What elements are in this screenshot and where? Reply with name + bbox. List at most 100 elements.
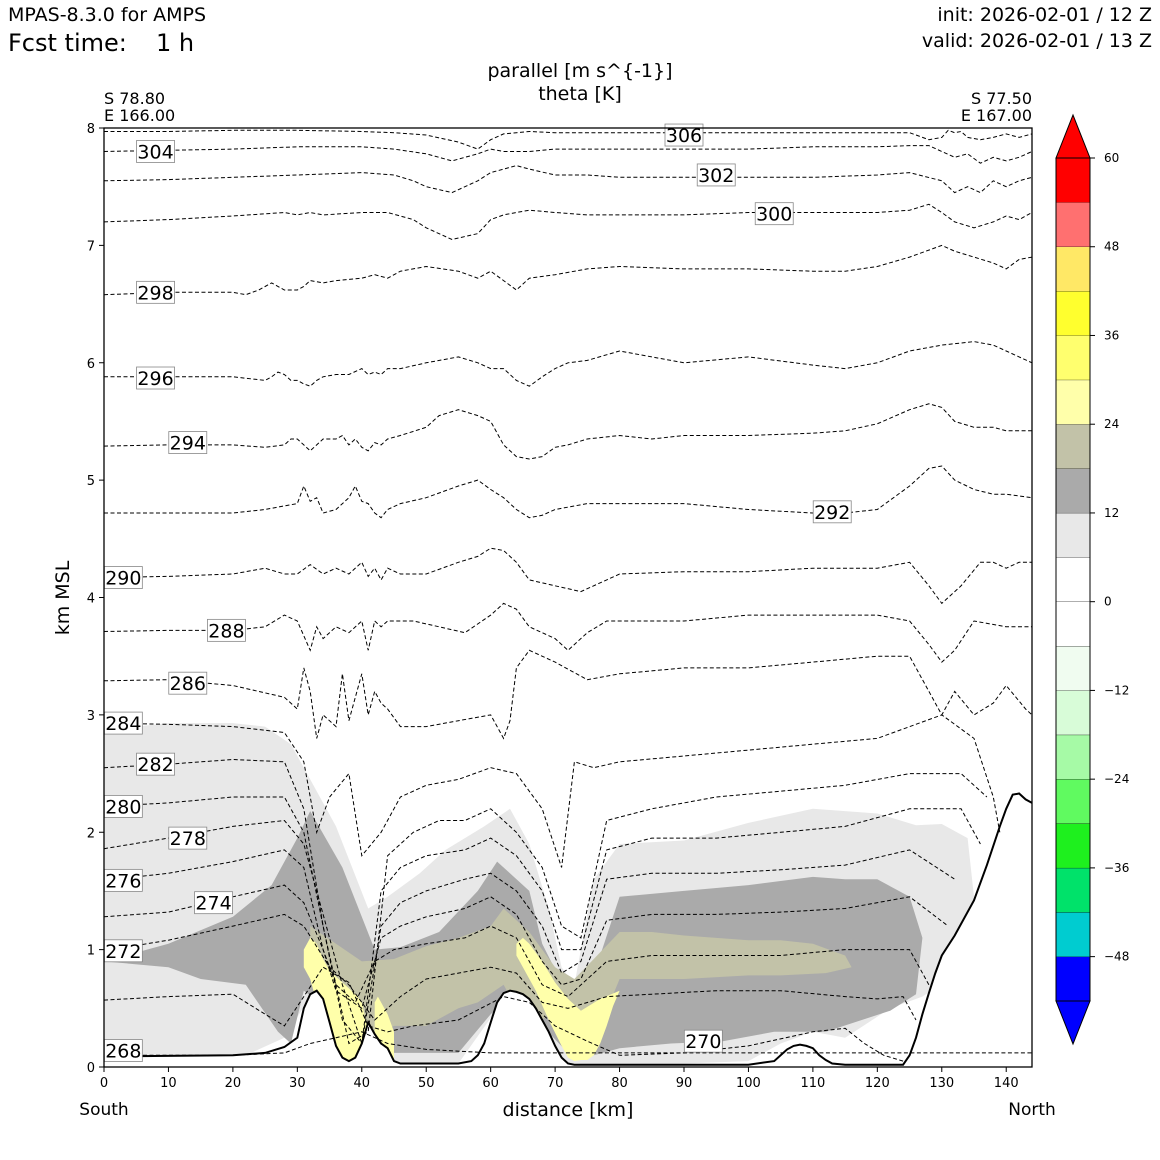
init-time: init: 2026-02-01 / 12 Z: [937, 4, 1152, 26]
colorbar-tick-label: −12: [1104, 683, 1129, 697]
theta-label-274: 274: [194, 891, 233, 915]
theta-label-294: 294: [168, 431, 208, 455]
theta-label-268: 268: [103, 1039, 143, 1063]
y-tick-label: 3: [87, 709, 95, 724]
svg-text:286: 286: [170, 673, 206, 695]
forecast-time-value: 1 h: [156, 29, 195, 57]
colorbar-over-arrow: [1055, 113, 1091, 159]
colorbar-under-arrow: [1055, 1000, 1091, 1046]
y-tick-label: 6: [87, 357, 95, 372]
theta-contour-284: [104, 714, 1001, 868]
y-tick-label: 1: [87, 944, 95, 959]
colorbar-segment: [1056, 690, 1090, 735]
colorbar-segment: [1056, 734, 1090, 780]
svg-text:276: 276: [105, 870, 141, 892]
svg-text:270: 270: [685, 1031, 721, 1053]
theta-contour-labels: 268 270 272 274 276 278 280 282 284 286 288 290 292 2…: [103, 123, 852, 1063]
x-tick-label: 40: [354, 1076, 371, 1091]
theta-contours: [104, 129, 1032, 1062]
terrain-line: [104, 792, 1032, 1066]
colorbar-segment: [1056, 646, 1090, 691]
colorbar-tick-label: 48: [1104, 240, 1119, 254]
y-axis-label: km MSL: [52, 560, 74, 636]
theta-label-286: 286: [168, 671, 208, 695]
theta-label-284: 284: [103, 711, 143, 735]
theta-contour-304: [104, 145, 1032, 164]
svg-text:272: 272: [105, 941, 141, 963]
theta-label-304: 304: [136, 140, 175, 163]
north-label: North: [1008, 1100, 1056, 1120]
theta-contour-268: [104, 1031, 1032, 1056]
theta-contour-290: [104, 547, 1032, 605]
x-tick-label: 130: [929, 1076, 954, 1091]
theta-contour-292: [104, 465, 1032, 519]
x-tick-label: 70: [547, 1076, 564, 1091]
colorbar-tick-label: −48: [1104, 950, 1129, 964]
svg-text:296: 296: [137, 368, 173, 390]
x-tick-label: 30: [289, 1076, 306, 1091]
colorbar-segment: [1056, 202, 1090, 247]
end-point-lon: E 167.00: [960, 106, 1032, 125]
theta-label-302: 302: [696, 163, 736, 187]
svg-text:274: 274: [195, 893, 231, 915]
y-tick-label: 8: [87, 122, 95, 137]
x-tick-label: 50: [418, 1076, 435, 1091]
colorbar-segment: [1056, 335, 1090, 380]
x-tick-label: 10: [160, 1076, 177, 1091]
colorbar-tick-label: 0: [1104, 595, 1112, 609]
chart-title-line1: parallel [m s^{-1}]: [487, 60, 673, 82]
start-point-lat: S 78.80: [104, 89, 166, 108]
colorbar-tick-label: −36: [1104, 861, 1129, 875]
y-tick-label: 0: [87, 1061, 95, 1076]
colorbar-segment: [1056, 468, 1090, 513]
colorbar-segment: [1056, 291, 1090, 336]
x-tick-label: 110: [800, 1076, 825, 1091]
theta-contour-272: [104, 913, 917, 1021]
svg-text:268: 268: [105, 1041, 141, 1063]
theta-contour-302: [104, 165, 1032, 194]
x-tick-label: 140: [994, 1076, 1019, 1091]
x-tick-label: 90: [676, 1076, 693, 1091]
svg-text:302: 302: [698, 165, 734, 187]
svg-text:290: 290: [105, 568, 141, 590]
end-point-lat: S 77.50: [970, 89, 1032, 108]
theta-contour-294: [104, 403, 1032, 460]
theta-contour-280: [104, 796, 981, 1045]
svg-text:288: 288: [208, 620, 244, 642]
colorbar-tick-label: 24: [1104, 417, 1119, 431]
colorbar-segment: [1056, 912, 1090, 957]
y-tick-label: 4: [87, 592, 95, 607]
theta-label-276: 276: [103, 868, 143, 892]
colorbar-segment: [1056, 158, 1090, 203]
shading-region-5: [516, 937, 620, 1062]
y-tick-label: 5: [87, 474, 95, 489]
x-axis-label: distance [km]: [502, 1099, 634, 1121]
theta-label-296: 296: [136, 366, 175, 390]
y-tick-label: 7: [87, 239, 95, 254]
theta-label-290: 290: [103, 566, 143, 590]
theta-contour-288: [104, 602, 1032, 663]
shading-region-3: [303, 937, 369, 1063]
colorbar-tick-label: 36: [1104, 328, 1119, 342]
x-tick-label: 120: [865, 1076, 890, 1091]
x-tick-label: 100: [736, 1076, 761, 1091]
forecast-time-label: Fcst time:: [8, 29, 127, 57]
theta-contour-276: [104, 849, 949, 1010]
colorbar-segment: [1056, 867, 1090, 913]
svg-text:292: 292: [814, 502, 850, 524]
x-tick-label: 20: [225, 1076, 242, 1091]
shading-region-2: [310, 908, 852, 1044]
colorbar-segment: [1056, 512, 1090, 558]
theta-contour-298: [104, 244, 1032, 296]
model-title: MPAS-8.3.0 for AMPS: [8, 4, 207, 26]
colorbar: 60 48 36 24 12 0 −12 −24 −36 −48: [1055, 113, 1129, 1046]
colorbar-tick-label: 60: [1104, 151, 1119, 165]
theta-label-282: 282: [136, 752, 175, 776]
theta-label-300: 300: [754, 202, 794, 226]
terrain: [104, 792, 1032, 1067]
svg-text:284: 284: [105, 713, 141, 735]
theta-contour-286: [104, 649, 1032, 740]
theta-label-298: 298: [136, 280, 175, 304]
colorbar-segment: [1056, 379, 1090, 425]
y-axis-ticks: 0 1 2 3 4 5 6 7 8: [87, 122, 104, 1076]
